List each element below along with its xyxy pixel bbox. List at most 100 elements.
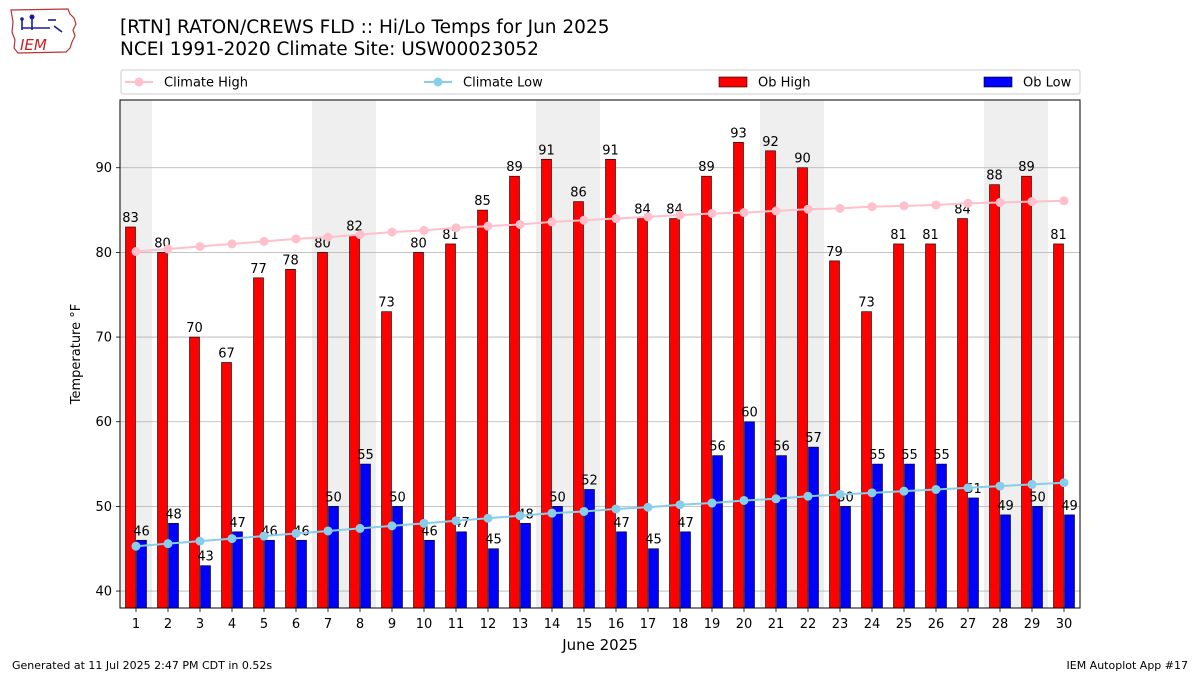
climate-high-point bbox=[387, 227, 397, 237]
x-tick-label: 27 bbox=[960, 617, 977, 632]
climate-high-point bbox=[1059, 196, 1069, 206]
x-tick-label: 30 bbox=[1056, 617, 1073, 632]
climate-high-point bbox=[707, 208, 717, 218]
x-tick-label: 12 bbox=[480, 617, 497, 632]
ob-high-value-label: 81 bbox=[922, 228, 939, 243]
ob-low-value-label: 49 bbox=[1061, 499, 1078, 514]
ob-high-bar bbox=[765, 150, 776, 609]
ob-low-bar bbox=[648, 548, 659, 609]
y-tick-label: 80 bbox=[95, 246, 112, 261]
climate-low-point bbox=[419, 518, 429, 528]
ob-high-bar bbox=[349, 235, 360, 609]
ob-low-bar bbox=[1000, 514, 1011, 609]
ob-low-bar bbox=[264, 539, 275, 609]
climate-low-point bbox=[1059, 478, 1069, 488]
climate-low-point bbox=[579, 506, 589, 516]
weekend-band bbox=[760, 100, 792, 608]
x-tick-label: 19 bbox=[704, 617, 721, 632]
ob-low-bar bbox=[520, 523, 531, 609]
climate-low-point bbox=[995, 481, 1005, 491]
ob-low-value-label: 48 bbox=[165, 507, 182, 522]
climate-low-point bbox=[227, 534, 237, 544]
ob-high-bar bbox=[541, 158, 552, 609]
ob-high-bar bbox=[1021, 175, 1032, 609]
ob-low-bar bbox=[616, 531, 627, 609]
x-tick-label: 16 bbox=[608, 617, 625, 632]
climate-high-point bbox=[451, 223, 461, 233]
iem-logo-graphic: IEM bbox=[10, 8, 77, 54]
climate-low-point bbox=[131, 541, 141, 551]
ob-low-bar bbox=[712, 455, 723, 609]
climate-low bbox=[131, 478, 1069, 551]
x-tick-label: 2 bbox=[164, 617, 172, 632]
chart-title: [RTN] RATON/CREWS FLD :: Hi/Lo Temps for… bbox=[120, 17, 610, 61]
ob-low-bar bbox=[168, 523, 179, 609]
ob-high-bar bbox=[925, 243, 936, 609]
ob-high-bar bbox=[221, 362, 232, 609]
y-tick-label: 70 bbox=[95, 331, 112, 346]
ob-low-value-label: 47 bbox=[613, 516, 630, 531]
ob-high-value-label: 73 bbox=[858, 296, 875, 311]
x-tick-label: 9 bbox=[388, 617, 396, 632]
climate-low-point bbox=[163, 539, 173, 549]
climate-high-line bbox=[135, 199, 1065, 253]
ob-high-bar bbox=[253, 277, 264, 609]
climate-low-point bbox=[899, 486, 909, 496]
generated-footer: Generated at 11 Jul 2025 2:47 PM CDT in … bbox=[12, 659, 273, 672]
climate-high-point bbox=[867, 202, 877, 212]
climate-low-point bbox=[547, 508, 557, 518]
y-tick-label: 40 bbox=[95, 585, 112, 600]
legend-frame bbox=[120, 69, 1081, 95]
ob-low-value-label: 57 bbox=[805, 431, 822, 446]
weekend-band bbox=[568, 100, 600, 608]
ob-low-value-label: 55 bbox=[901, 448, 918, 463]
climate-low-point bbox=[387, 521, 397, 531]
climate-high-point bbox=[515, 219, 525, 229]
ob-low-bar bbox=[840, 506, 851, 609]
ob-low-bar bbox=[296, 539, 307, 609]
x-tick-label: 24 bbox=[864, 617, 881, 632]
ob-low-bar bbox=[136, 539, 147, 609]
y-axis-ticks: 40 50 60 70 80 90 bbox=[95, 161, 120, 600]
climate-low-point bbox=[355, 523, 365, 533]
chart-title-line2: NCEI 1991-2020 Climate Site: USW00023052 bbox=[120, 39, 539, 60]
climate-high-point bbox=[355, 230, 365, 240]
ob-high-bar bbox=[189, 336, 200, 609]
ob-high-bar bbox=[637, 218, 648, 609]
x-tick-label: 13 bbox=[512, 617, 529, 632]
ob-high-value-label: 89 bbox=[1018, 160, 1035, 175]
climate-low-point bbox=[483, 513, 493, 523]
ob-high-bar bbox=[157, 252, 168, 609]
ob-low-bar bbox=[552, 506, 563, 609]
ob-low-bar bbox=[872, 463, 883, 609]
climate-high-point bbox=[835, 203, 845, 213]
climate-low-point bbox=[867, 488, 877, 498]
ob-high-bar bbox=[797, 167, 808, 609]
legend-climate-high-marker bbox=[134, 77, 144, 87]
x-axis-ticks: 1 2 3 4 5 6 7 8 9 10 11 12 13 14 15 16 17 18 19 20 21 22 23 24 2… bbox=[132, 608, 1072, 632]
ob-low-bar bbox=[1064, 514, 1075, 609]
ob-high-value-label: 86 bbox=[570, 186, 587, 201]
ob-low-value-label: 49 bbox=[997, 499, 1014, 514]
ob-high-value-label: 92 bbox=[762, 135, 779, 150]
ob-high-value-label: 89 bbox=[698, 160, 715, 175]
x-tick-label: 5 bbox=[260, 617, 268, 632]
x-tick-label: 26 bbox=[928, 617, 945, 632]
legend-ob-high-swatch bbox=[718, 76, 748, 88]
plot-frame bbox=[119, 99, 1081, 609]
ob-low-value-label: 46 bbox=[133, 524, 150, 539]
y-tick-label: 50 bbox=[95, 500, 112, 515]
weekend-band bbox=[792, 100, 824, 608]
climate-high-point bbox=[419, 225, 429, 235]
x-tick-label: 22 bbox=[800, 617, 817, 632]
ob-high-value-label: 81 bbox=[1050, 228, 1067, 243]
climate-high-point bbox=[899, 201, 909, 211]
ob-low-bar bbox=[200, 565, 211, 609]
ob-high-value-label: 91 bbox=[602, 143, 619, 158]
ob-high-value-label: 88 bbox=[986, 169, 1003, 184]
climate-high-point bbox=[675, 210, 685, 220]
ob-low-bar bbox=[776, 455, 787, 609]
ob-high-bar bbox=[317, 252, 328, 609]
climate-low-point bbox=[515, 511, 525, 521]
climate-low-point bbox=[739, 495, 749, 505]
